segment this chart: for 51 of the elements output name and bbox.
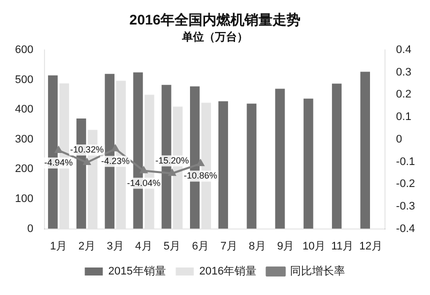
point xyxy=(54,146,62,153)
bar xyxy=(332,84,342,229)
point xyxy=(112,144,119,152)
data-label: -10.32% xyxy=(70,144,104,154)
x-tick-label: 2月 xyxy=(78,240,96,252)
data-label: -4.94% xyxy=(44,157,73,168)
y2-tick-label: -0.2 xyxy=(396,178,416,190)
point xyxy=(140,166,148,174)
bar xyxy=(304,98,314,229)
bar xyxy=(275,88,285,229)
bar xyxy=(360,72,370,229)
x-tick-label: 6月 xyxy=(192,240,210,252)
chart-subtitle: 单位（万台） xyxy=(181,30,248,44)
y2-tick-label: -0.1 xyxy=(396,156,416,168)
x-tick-label: 9月 xyxy=(277,240,294,252)
y2-tick-label: 0.3 xyxy=(396,66,412,78)
y2-tick-label: 0.2 xyxy=(396,88,412,101)
x-tick-label: 11月 xyxy=(331,240,354,252)
legend-label: 同比增长率 xyxy=(290,264,346,278)
bar xyxy=(218,101,228,229)
y2-tick-label: -0.3 xyxy=(396,200,416,212)
y-tick-label: 400 xyxy=(14,104,34,116)
y-tick-label: 100 xyxy=(14,193,34,206)
y2-tick-label: 0 xyxy=(396,133,402,146)
x-tick-label: 5月 xyxy=(164,240,181,252)
x-tick-label: 3月 xyxy=(106,240,124,252)
bar xyxy=(246,104,256,229)
data-label: -15.20% xyxy=(155,155,189,166)
point xyxy=(196,160,204,166)
y2-tick-label: 0.4 xyxy=(396,44,412,56)
chart-title: 2016年全国内燃机销量走势 xyxy=(129,11,301,28)
y-tick-label: 300 xyxy=(14,133,34,146)
y-tick-label: 500 xyxy=(14,74,34,86)
x-tick-label: 4月 xyxy=(135,240,152,252)
y-tick-label: 0 xyxy=(27,222,34,235)
data-label: -14.04% xyxy=(126,178,160,188)
legend-label: 2015年销量 xyxy=(108,266,166,278)
point xyxy=(83,158,91,165)
x-tick-label: 1月 xyxy=(50,240,68,252)
data-label: -4.23% xyxy=(101,156,130,166)
y2-tick-label: 0.1 xyxy=(396,111,412,124)
legend-label: 2016年销量 xyxy=(199,266,257,278)
x-tick-label: 7月 xyxy=(220,240,238,252)
y2-tick-label: -0.4 xyxy=(396,222,416,235)
point xyxy=(168,169,176,176)
x-tick-label: 8月 xyxy=(248,240,266,252)
y-tick-label: 600 xyxy=(14,44,34,56)
data-label: -10.86% xyxy=(184,170,218,181)
x-tick-label: 10月 xyxy=(302,240,326,252)
y-tick-label: 200 xyxy=(14,163,34,176)
x-tick-label: 12月 xyxy=(359,240,382,252)
